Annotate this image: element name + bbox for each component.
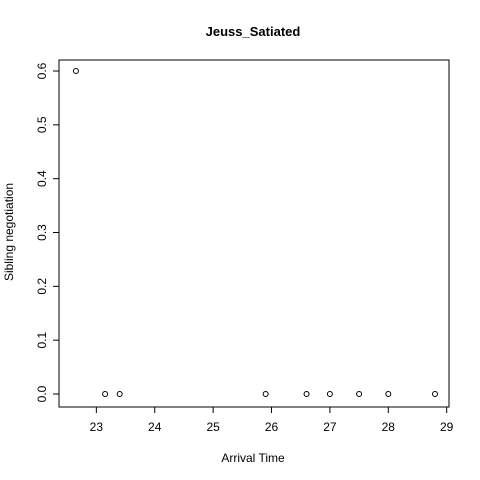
x-tick-label: 26 [265,420,279,434]
x-tick-label: 24 [148,420,162,434]
data-point [303,391,310,397]
y-tick-label: 0.6 [35,62,49,79]
x-tick-label: 29 [440,420,454,434]
y-tick-label: 0.0 [35,385,49,402]
x-tick-label: 27 [323,420,337,434]
y-tick-label: 0.5 [35,116,49,133]
x-tick-label: 28 [382,420,396,434]
y-tick-label: 0.3 [35,224,49,241]
y-axis: 0.0 0.1 0.2 0.3 0.4 0.5 0.6 [35,62,60,402]
x-axis-label: Arrival Time [221,451,285,465]
data-point [102,391,109,397]
y-axis-label: Sibling negotiation [2,183,16,281]
y-tick-label: 0.4 [35,170,49,187]
data-point [72,68,79,74]
data-point [385,391,392,397]
x-tick-label: 25 [206,420,220,434]
data-point [326,391,333,397]
x-axis: 23 24 25 26 27 28 29 [90,406,454,434]
chart-title: Jeuss_Satiated [206,24,301,39]
y-tick-label: 0.1 [35,332,49,349]
x-tick-label: 23 [90,420,104,434]
y-tick-label: 0.2 [35,278,49,295]
data-point [432,391,438,397]
data-point [262,391,269,397]
data-point [356,391,363,397]
data-points [72,68,438,397]
plot-frame [58,59,450,408]
data-point [116,391,123,397]
